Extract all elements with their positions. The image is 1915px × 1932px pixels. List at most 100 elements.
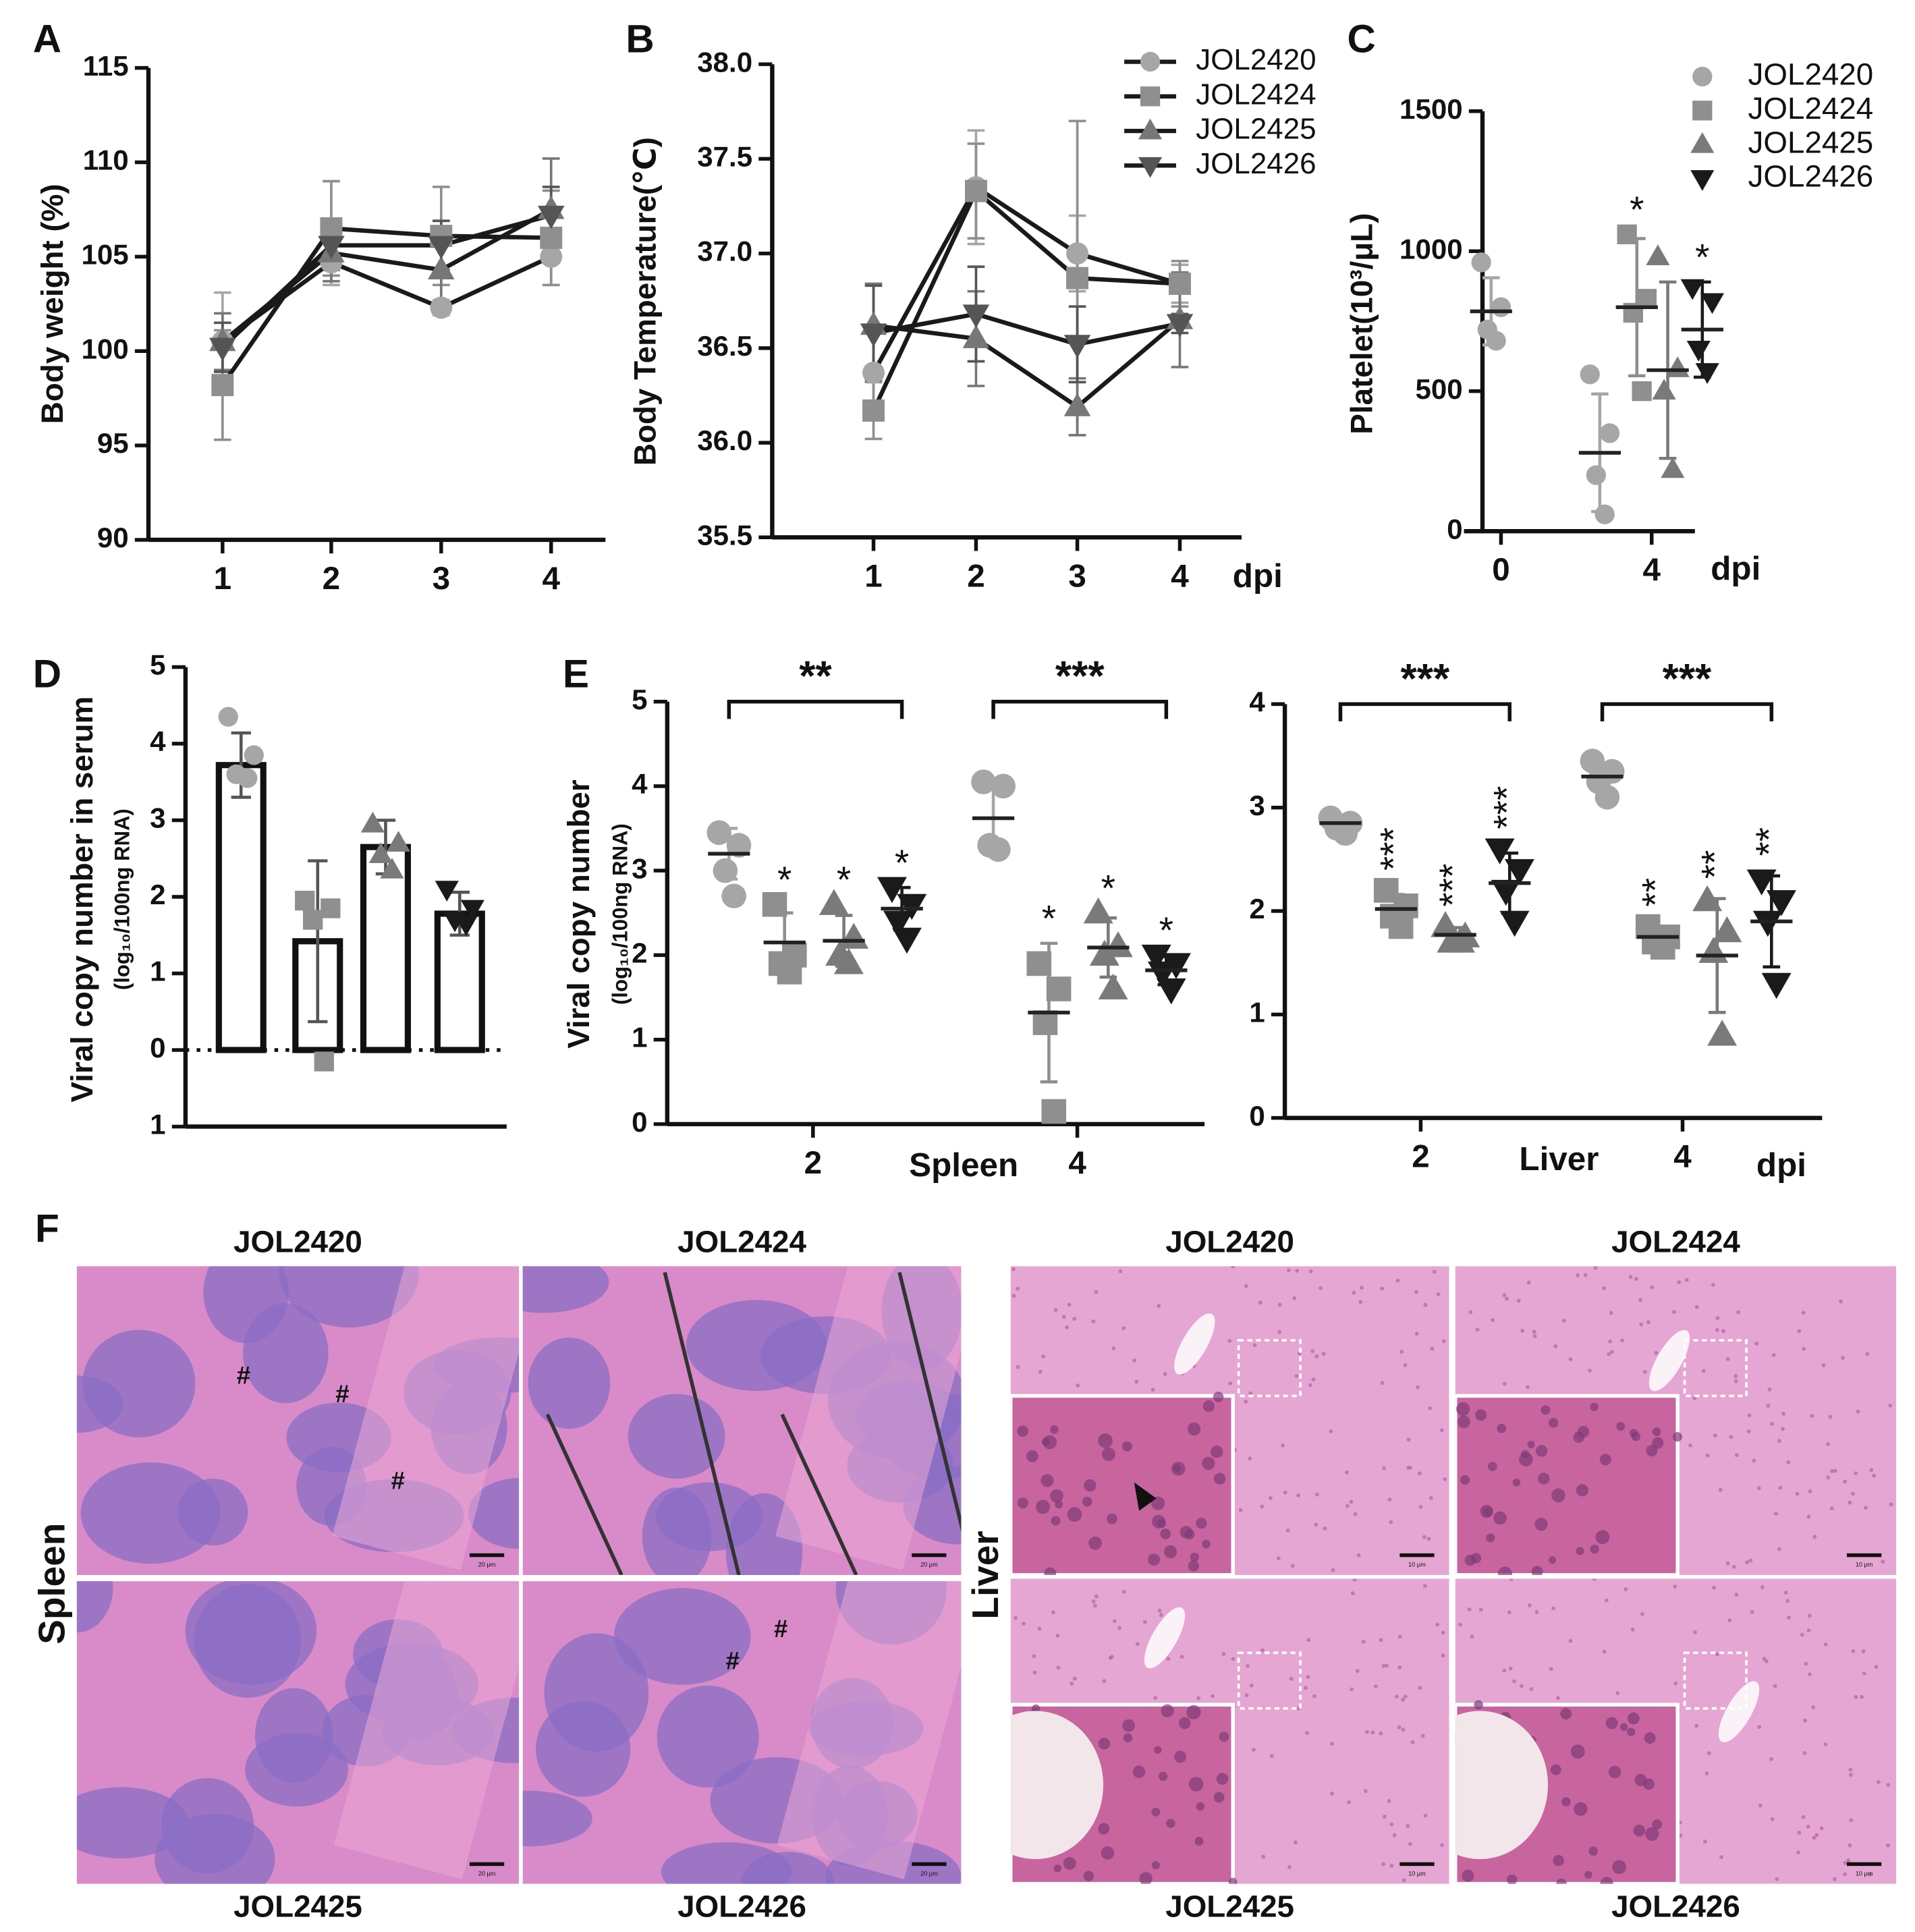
cell [1797,1830,1802,1835]
inset-cell [1457,1415,1470,1429]
cell [1615,1691,1620,1696]
cell [1414,1331,1419,1336]
cell [1889,1502,1893,1507]
cell [1719,1855,1723,1860]
cell [1774,1512,1778,1516]
cell [1245,1663,1250,1668]
cell [1638,1298,1642,1302]
cell [1306,1638,1311,1643]
y-tick-label: 110 [83,144,129,176]
significance: ** [1634,878,1675,907]
inset-cell [1456,1402,1470,1416]
y-tick-label: 0 [1249,1100,1265,1132]
cell [1849,1818,1854,1823]
cell [1795,1491,1800,1496]
panel-label: F [35,1207,59,1251]
legend-label: JOL2420 [1748,57,1874,92]
cell [1806,1824,1810,1829]
inset-cell [1507,1874,1518,1884]
cell [1849,1773,1853,1777]
data-point [1166,314,1194,337]
y-tick-label: 38.0 [697,46,752,78]
y-tick-label: 36.5 [697,330,752,362]
cell [1593,1266,1598,1270]
data-point [1486,331,1506,351]
legend-marker [1140,86,1161,107]
y-tick-label: 36.0 [697,424,752,456]
cell [1502,1668,1507,1673]
cell [1112,1619,1117,1624]
cell [1762,1657,1767,1661]
y-tick-label: 4 [632,768,648,800]
histology-image [76,1266,520,1575]
cell [1436,1292,1441,1296]
cell [1401,1728,1406,1732]
data-point [1471,252,1491,273]
inset-cell [1550,1764,1561,1775]
cell [1281,1443,1285,1447]
cell [1826,1442,1830,1447]
cell [1276,1556,1281,1561]
legend-marker [1690,170,1715,191]
cell [1781,1412,1786,1416]
cell [1861,1649,1866,1654]
zoom-box [1683,1339,1748,1398]
cell [1769,1422,1774,1426]
inset-cell [1512,1479,1521,1487]
data-point [891,927,922,954]
inset-cell [1190,1552,1199,1562]
inset-cell [1122,1719,1136,1732]
cell [1179,1655,1184,1659]
y-tick-label: 4 [150,725,166,757]
cell [1402,1878,1406,1883]
inset-cell [1202,1456,1215,1470]
cell [1231,1266,1236,1269]
inset-cell [1577,1425,1590,1438]
cell [1314,1492,1319,1497]
inset-cell [1213,1472,1226,1485]
y-tick-label: 5 [632,684,647,715]
image-label: JOL2426 [1611,1889,1740,1923]
cell [1757,1725,1762,1730]
significance: *** [1372,827,1414,871]
cell [1355,1669,1360,1674]
data-point [1388,914,1414,939]
inset-cell [1051,1516,1061,1526]
lesion-mark: # [237,1362,250,1389]
cell [1715,1652,1719,1657]
cell [1701,1369,1706,1373]
cell [1056,1665,1061,1670]
cell [1841,1356,1845,1360]
y-tick-label: 37.5 [697,141,752,173]
cell [1881,1560,1885,1564]
cell [1787,1616,1791,1620]
data-point [295,891,315,911]
inset-cell [1616,1422,1626,1431]
cell [1693,1630,1697,1634]
cell [1731,1564,1736,1569]
cell [1231,1657,1236,1661]
inset-cell [1098,1823,1110,1835]
legend-label: JOL2426 [1748,159,1874,194]
scale-label: 20 μm [920,1562,938,1568]
image-label: JOL2426 [677,1889,806,1923]
inset-cell [1595,1530,1610,1545]
cell [1800,1632,1804,1637]
data-point [860,323,887,348]
y-axis-label: Platelet(10³/μL) [1344,213,1379,435]
x-tick-label: 3 [1068,558,1086,594]
inset-cell [1041,1438,1050,1446]
data-point [706,820,732,846]
y-tick-label: 115 [83,50,129,82]
cell [1692,1396,1697,1400]
data-point [1617,224,1637,244]
data-point [1046,976,1072,1001]
cell [1821,1363,1826,1368]
cell [1072,1676,1077,1681]
bar [360,844,411,1053]
cell [1491,1318,1495,1323]
data-point [218,707,238,727]
data-point [726,833,752,858]
cell [1802,1750,1807,1755]
cell [1814,1833,1819,1838]
